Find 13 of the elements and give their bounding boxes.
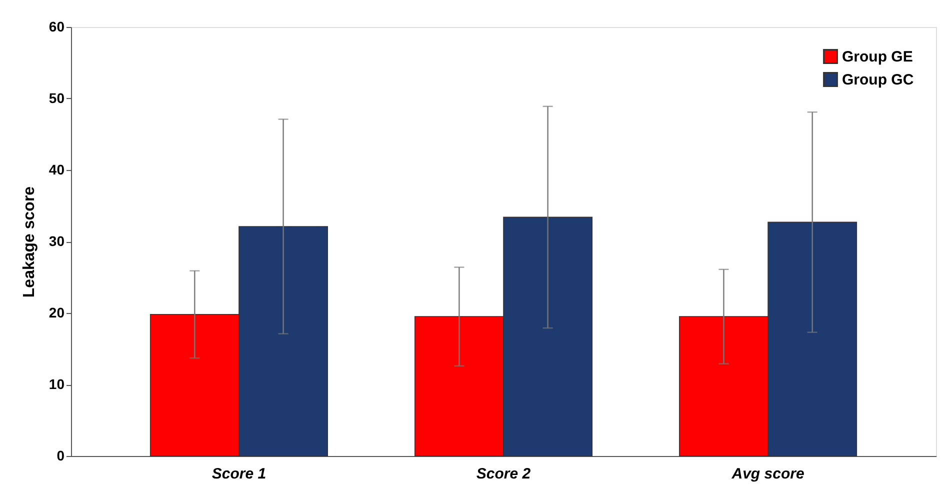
- y-tick-label: 30: [48, 233, 65, 249]
- legend-label: Group GC: [842, 72, 914, 88]
- y-tick-label: 50: [48, 90, 65, 106]
- y-tick-label: 0: [56, 448, 65, 464]
- x-tick-label: Score 2: [476, 466, 532, 482]
- x-tick-label: Avg score: [730, 466, 804, 482]
- y-tick-label: 10: [48, 376, 65, 392]
- y-tick-label: 20: [48, 304, 65, 320]
- y-tick-label: 40: [48, 162, 65, 178]
- legend-label: Group GE: [842, 48, 913, 66]
- x-tick-label: Score 1: [212, 466, 266, 482]
- y-axis-title: Leakage score: [20, 186, 38, 298]
- y-tick-label: 60: [48, 18, 65, 34]
